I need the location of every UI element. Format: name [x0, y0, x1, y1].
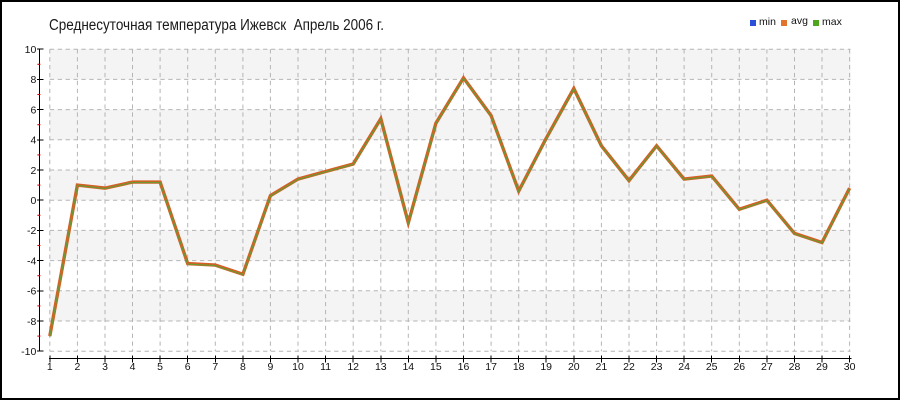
svg-text:24: 24 — [678, 361, 690, 373]
svg-text:14: 14 — [402, 361, 414, 373]
svg-text:10: 10 — [292, 361, 304, 373]
svg-text:9: 9 — [267, 361, 273, 373]
svg-text:2: 2 — [74, 361, 80, 373]
svg-text:7: 7 — [212, 361, 218, 373]
svg-text:2: 2 — [30, 165, 36, 177]
svg-text:27: 27 — [761, 361, 773, 373]
svg-text:8: 8 — [30, 74, 36, 86]
svg-text:6: 6 — [30, 104, 36, 116]
svg-text:4: 4 — [30, 135, 36, 147]
svg-text:20: 20 — [568, 361, 580, 373]
svg-text:25: 25 — [706, 361, 718, 373]
svg-text:-8: -8 — [27, 316, 36, 328]
svg-text:16: 16 — [458, 361, 470, 373]
svg-text:26: 26 — [733, 361, 745, 373]
svg-text:5: 5 — [157, 361, 163, 373]
svg-text:11: 11 — [320, 361, 331, 373]
svg-text:-2: -2 — [27, 225, 36, 237]
svg-text:4: 4 — [130, 361, 136, 373]
svg-text:0: 0 — [30, 195, 36, 207]
svg-text:23: 23 — [651, 361, 663, 373]
svg-text:29: 29 — [816, 361, 828, 373]
svg-text:30: 30 — [844, 361, 856, 373]
svg-text:28: 28 — [789, 361, 801, 373]
svg-text:-6: -6 — [27, 286, 36, 298]
svg-text:12: 12 — [347, 361, 359, 373]
svg-text:18: 18 — [513, 361, 525, 373]
svg-text:-10: -10 — [21, 346, 36, 358]
svg-text:13: 13 — [375, 361, 387, 373]
svg-text:3: 3 — [102, 361, 108, 373]
svg-text:1: 1 — [47, 361, 53, 373]
svg-text:6: 6 — [185, 361, 191, 373]
svg-text:8: 8 — [240, 361, 246, 373]
svg-text:10: 10 — [25, 44, 37, 56]
svg-text:15: 15 — [430, 361, 442, 373]
svg-text:21: 21 — [596, 361, 608, 373]
svg-text:19: 19 — [540, 361, 552, 373]
svg-text:-4: -4 — [27, 255, 36, 267]
svg-text:22: 22 — [623, 361, 635, 373]
svg-text:17: 17 — [485, 361, 497, 373]
